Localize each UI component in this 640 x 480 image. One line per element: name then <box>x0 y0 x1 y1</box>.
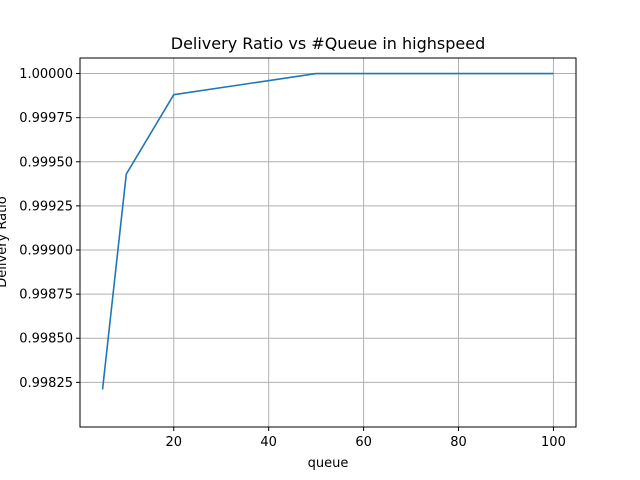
x-tick-label: 80 <box>450 435 467 450</box>
plot-frame <box>79 57 577 428</box>
x-tick-label: 20 <box>165 435 182 450</box>
grid-lines <box>80 58 576 427</box>
series-line <box>101 72 554 390</box>
y-tick-label: 1.00000 <box>19 67 73 82</box>
x-tick-label: 100 <box>541 435 566 450</box>
y-tick-label: 0.99850 <box>19 332 73 347</box>
x-axis-label: queue <box>308 456 349 471</box>
y-tick-label: 0.99975 <box>19 111 73 126</box>
series-layer <box>101 72 554 390</box>
tick-marks <box>76 73 554 431</box>
y-tick-label: 0.99875 <box>19 288 73 303</box>
chart-title: Delivery Ratio vs #Queue in highspeed <box>171 34 486 53</box>
x-tick-label: 60 <box>355 435 372 450</box>
y-tick-label: 0.99900 <box>19 244 73 259</box>
y-tick-label: 0.99950 <box>19 155 73 170</box>
y-axis-label: Delivery Ratio <box>0 196 10 288</box>
y-tick-label: 0.99925 <box>19 199 73 214</box>
y-tick-label: 0.99825 <box>19 376 73 391</box>
tick-labels: 20 40 60 80 100 0.99825 0.99850 0.99875 0.99900 0… <box>19 67 566 450</box>
x-tick-label: 40 <box>260 435 277 450</box>
